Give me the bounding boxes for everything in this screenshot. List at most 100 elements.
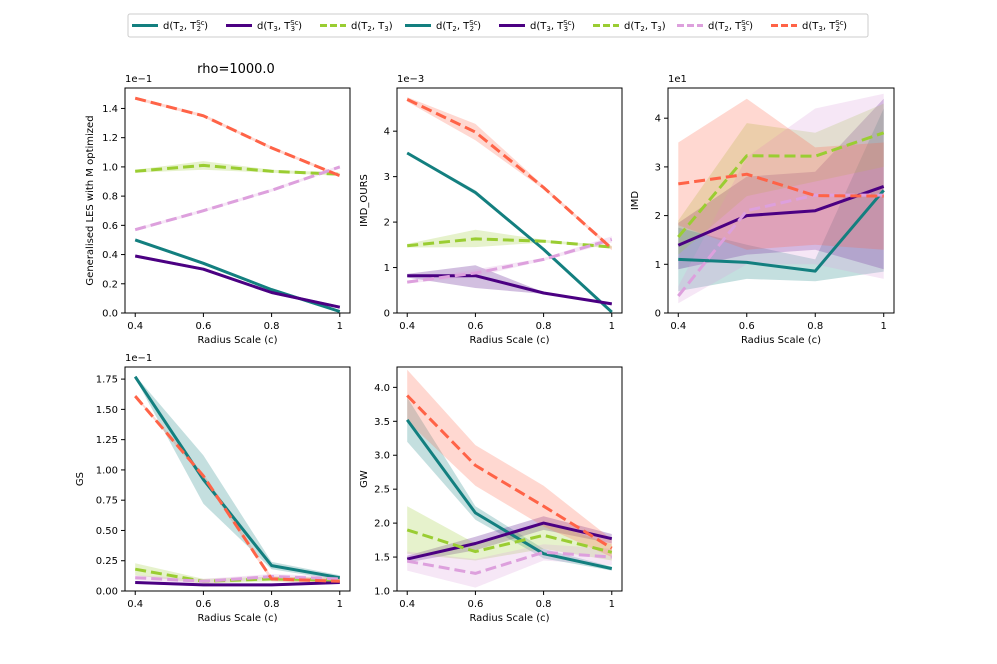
axis-offset-label: 1e−1 [125, 353, 152, 364]
legend-label: d(T3, TSc 2) [802, 19, 847, 33]
series-line [134, 165, 341, 232]
y-tick-label: 3 [384, 172, 390, 183]
y-tick-label: 1.2 [102, 133, 118, 144]
x-tick-label: 1 [881, 321, 887, 332]
y-tick-label: 1.75 [96, 375, 118, 386]
axis-offset-label: 1e−3 [397, 74, 424, 85]
x-tick-label: 1 [337, 321, 343, 332]
y-tick-label: 2.5 [374, 485, 390, 496]
series-line [406, 98, 613, 250]
x-tick-label: 1 [609, 599, 615, 610]
confidence-band [135, 165, 340, 232]
x-tick-label: 0.6 [195, 599, 211, 610]
subplot-2: 0.4 0.6 0.8 1 0 1 2 3 4 Radius Scale (c) IMD_OURS 1… [359, 74, 623, 346]
figure-title: rho=1000.0 [197, 62, 275, 77]
legend-label: d(T3, TSc 3) [530, 19, 575, 33]
y-tick-label: 0.6 [102, 221, 118, 232]
legend-label: d(T2, T3) [624, 21, 666, 33]
confidence-band [678, 108, 884, 292]
series-line [134, 395, 340, 583]
x-axis-label: Radius Scale (c) [469, 613, 549, 624]
series-line [677, 131, 885, 238]
plot-area [677, 93, 885, 304]
confidence-band [407, 544, 612, 588]
x-tick-label: 0.4 [670, 321, 686, 332]
series-line [678, 189, 885, 273]
y-axis-label: IMD_OURS [359, 174, 370, 227]
x-axis-label: Radius Scale (c) [741, 335, 821, 346]
series-line [678, 172, 884, 198]
series-line [135, 163, 340, 176]
axes-frame [396, 366, 623, 592]
y-tick-label: 2 [655, 211, 661, 222]
confidence-band [135, 96, 340, 178]
y-tick-label: 1.0 [102, 162, 118, 173]
series-line [677, 193, 884, 297]
legend-frame [127, 13, 869, 38]
y-tick-label: 0.00 [96, 587, 118, 598]
series-line [406, 394, 613, 550]
y-axis-label: GW [359, 470, 370, 488]
series-line [133, 375, 341, 580]
x-axis-label: Radius Scale (c) [197, 335, 277, 346]
legend-label: d(T2, TSc 3) [708, 19, 753, 33]
x-tick-label: 0.8 [264, 599, 280, 610]
y-tick-label: 1 [655, 260, 661, 271]
y-tick-label: 1.4 [102, 104, 118, 115]
confidence-band [407, 397, 612, 571]
y-tick-label: 0 [655, 309, 661, 320]
x-tick-label: 0.6 [195, 321, 211, 332]
y-tick-label: 3.5 [374, 417, 390, 428]
axes-frame [124, 366, 351, 592]
series-line [134, 96, 341, 178]
y-tick-label: 0.25 [96, 556, 118, 567]
x-tick-label: 0.4 [127, 599, 143, 610]
legend-label: d(T2, T3) [351, 21, 393, 33]
y-tick-label: 2.0 [374, 519, 390, 530]
x-tick-label: 0.8 [536, 599, 552, 610]
plot-area [405, 369, 613, 588]
y-tick-label: 2 [384, 218, 390, 229]
y-tick-label: 3 [655, 162, 661, 173]
plot-area [406, 97, 613, 313]
series-line [677, 184, 885, 247]
series-line [407, 237, 613, 284]
y-tick-label: 4.0 [374, 383, 390, 394]
series-line [407, 237, 612, 249]
subplot-3: 0.4 0.6 0.8 1 0 1 2 3 4 Radius Scale (c) IMD 1e1 [630, 74, 895, 346]
y-axis-label: IMD [630, 191, 641, 211]
y-tick-label: 0.75 [96, 496, 118, 507]
confidence-band [407, 369, 612, 558]
y-axis-label: GS [75, 472, 86, 486]
axes-frame [124, 87, 351, 314]
x-tick-label: 0.6 [739, 321, 755, 332]
y-tick-label: 3.0 [374, 451, 390, 462]
plot-area [134, 96, 341, 313]
x-tick-label: 0.4 [399, 321, 415, 332]
subplot-5: 0.4 0.6 0.8 1 1.0 1.5 2.0 2.5 3.0 3.5 4.0 Radius Sc… [359, 366, 623, 624]
y-tick-label: 1.50 [96, 405, 118, 416]
y-tick-label: 0.4 [102, 250, 118, 261]
legend-item: d(T3, TSc 2) [771, 19, 847, 33]
subplots: 0.4 0.6 0.8 1 0.0 0.2 0.4 0.6 0.8 1.0 1.2 1.4 Radius… [75, 74, 895, 624]
x-axis-label: Radius Scale (c) [469, 335, 549, 346]
x-tick-label: 0.6 [467, 321, 483, 332]
series-line [135, 575, 340, 583]
confidence-band [407, 97, 612, 251]
y-tick-label: 1.5 [374, 553, 390, 564]
y-tick-label: 4 [384, 127, 390, 138]
x-tick-label: 0.8 [264, 321, 280, 332]
series-line [406, 528, 613, 554]
confidence-band [135, 375, 340, 581]
axis-offset-label: 1e−1 [125, 74, 152, 85]
axis-offset-label: 1e1 [668, 74, 687, 85]
confidence-band [678, 103, 884, 255]
x-tick-label: 0.8 [536, 321, 552, 332]
y-tick-label: 1.00 [96, 465, 118, 476]
series-line [406, 151, 613, 313]
plot-area [133, 375, 341, 587]
x-axis-label: Radius Scale (c) [197, 613, 277, 624]
axes-frame [667, 87, 895, 314]
confidence-band [678, 98, 884, 250]
